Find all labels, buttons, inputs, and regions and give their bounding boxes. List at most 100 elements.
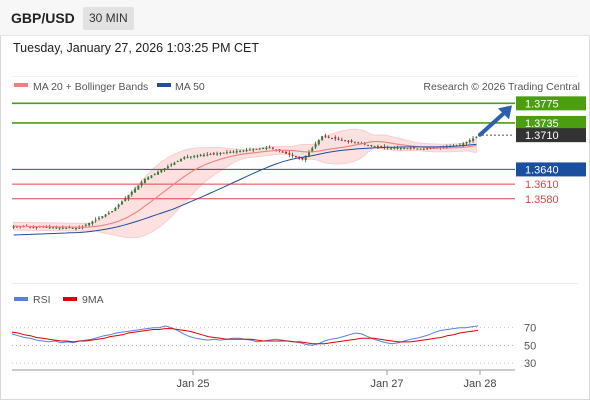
candle-body xyxy=(120,201,123,205)
candle-body xyxy=(29,226,32,228)
candle-body xyxy=(301,157,304,160)
candle-body xyxy=(35,226,38,228)
candle-body xyxy=(130,191,133,195)
candle-body xyxy=(416,148,419,150)
candle-body xyxy=(288,153,291,155)
forecast-arrow-layer xyxy=(478,105,512,137)
candle-body xyxy=(406,148,409,150)
candle-body xyxy=(370,144,373,146)
candle-body xyxy=(229,151,232,153)
candle-body xyxy=(45,226,48,228)
chart-datetime: Tuesday, January 27, 2026 1:03:25 PM CET xyxy=(13,41,259,55)
candle-body xyxy=(291,154,294,156)
candle-body xyxy=(337,138,340,140)
candle-body xyxy=(472,138,475,141)
time-axis: Jan 25 Jan 27 Jan 28 xyxy=(12,369,515,390)
level-value-label: 1.3735 xyxy=(525,118,559,130)
rsi-panel: 70 50 30 xyxy=(11,323,536,370)
candle-body xyxy=(281,151,284,153)
candle-body xyxy=(183,157,186,159)
candle-body xyxy=(232,151,235,153)
candle-body xyxy=(97,217,100,219)
rsi-ma-legend-swatch xyxy=(63,297,77,301)
symbol-title: GBP/USD xyxy=(11,10,75,26)
candle-body xyxy=(255,148,258,150)
candle-body xyxy=(61,227,64,229)
candle-body xyxy=(271,147,274,149)
rsi-legend-label: RSI xyxy=(33,294,51,306)
candle-body xyxy=(199,154,202,156)
candle-body xyxy=(334,137,337,139)
level-tag-pivot xyxy=(516,162,586,177)
ma20-legend-label: MA 20 + Bollinger Bands xyxy=(33,81,148,93)
rsi-legend-swatch xyxy=(14,297,28,301)
candle-body xyxy=(468,140,471,142)
candle-body xyxy=(111,211,114,213)
candle-body xyxy=(317,140,320,145)
candle-body xyxy=(114,207,117,211)
time-axis-label: Jan 27 xyxy=(370,378,403,390)
candle-body xyxy=(12,226,15,228)
candle-body xyxy=(422,148,425,150)
candle-body xyxy=(429,148,432,150)
timeframe-button[interactable]: 30 MIN xyxy=(83,7,134,30)
level-value-label: 1.3640 xyxy=(525,164,559,176)
candle-body xyxy=(304,155,307,160)
candle-body xyxy=(137,185,140,190)
candle-body xyxy=(117,204,120,207)
candle-body xyxy=(206,154,209,156)
candle-body xyxy=(180,159,182,162)
rsi-tick-label: 30 xyxy=(524,358,536,370)
panel-divider xyxy=(12,283,578,284)
candle-body xyxy=(209,153,212,155)
candle-body xyxy=(350,140,353,142)
time-axis-label: Jan 28 xyxy=(463,378,496,390)
candle-body xyxy=(376,146,379,148)
candle-body xyxy=(193,156,196,158)
candle-body xyxy=(327,136,330,138)
candle-body xyxy=(32,226,35,228)
candle-body xyxy=(104,214,107,217)
candle-body xyxy=(475,136,478,138)
candle-body xyxy=(147,177,150,180)
candle-body xyxy=(298,157,301,159)
candles-layer xyxy=(12,133,478,231)
moving-averages-layer xyxy=(13,140,477,236)
rsi-ma-legend-label: 9MA xyxy=(82,294,104,306)
candle-body xyxy=(248,149,251,151)
candle-body xyxy=(140,182,143,186)
candle-body xyxy=(173,162,176,165)
ma50-legend-label: MA 50 xyxy=(175,81,205,93)
level-value-label: 1.3710 xyxy=(525,130,559,142)
candle-body xyxy=(399,148,402,150)
candle-body xyxy=(363,143,366,145)
candle-body xyxy=(219,153,222,155)
time-axis-label: Jan 25 xyxy=(176,378,209,390)
candle-body xyxy=(308,151,310,156)
candle-body xyxy=(403,148,406,150)
candle-body xyxy=(186,156,189,158)
candle-body xyxy=(15,226,18,228)
candle-body xyxy=(324,135,327,137)
ma50-line xyxy=(13,143,477,236)
candle-body xyxy=(245,150,248,152)
candle-body xyxy=(222,152,225,154)
level-value-label: 1.3580 xyxy=(525,194,559,206)
candle-body xyxy=(75,228,77,230)
candle-body xyxy=(419,148,422,150)
candle-body xyxy=(321,136,324,140)
level-tag-last xyxy=(516,128,586,143)
candle-body xyxy=(465,141,468,144)
forecast-arrow-shaft xyxy=(478,109,508,137)
candle-body xyxy=(143,179,146,184)
candle-body xyxy=(242,150,245,152)
candle-body xyxy=(314,143,317,148)
candle-body xyxy=(413,147,415,149)
candle-body xyxy=(393,147,396,149)
candle-body xyxy=(347,140,350,142)
candle-body xyxy=(160,170,163,173)
candle-body xyxy=(176,160,179,162)
level-tag-resistance xyxy=(516,96,586,111)
